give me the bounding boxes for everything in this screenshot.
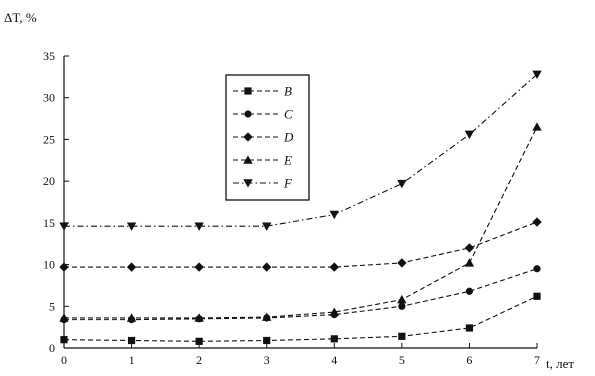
legend-entry-d: D: [233, 130, 294, 145]
data-point-b: [263, 336, 271, 345]
data-point-e: [397, 294, 407, 304]
series-b: [60, 292, 541, 345]
y-axis-title: ΔT, %: [4, 10, 37, 25]
data-point-e: [126, 313, 137, 322]
legend-marker: [243, 155, 253, 164]
x-tick-label: 5: [399, 353, 405, 367]
legend-marker: [244, 110, 252, 118]
x-tick-label: 3: [264, 353, 270, 367]
data-point-d: [464, 243, 475, 253]
data-point-e: [329, 307, 339, 316]
data-point-d: [532, 217, 542, 227]
data-point-f: [194, 222, 204, 231]
legend-marker: [243, 132, 253, 142]
legend-label: C: [284, 107, 293, 122]
y-tick-label: 15: [43, 216, 55, 230]
series-f: [59, 70, 542, 231]
data-point-e: [532, 122, 542, 131]
data-point-f: [397, 179, 407, 189]
data-point-c: [465, 287, 474, 295]
legend-label: B: [284, 84, 292, 99]
data-point-e: [59, 313, 69, 322]
data-point-d: [329, 262, 339, 272]
series-line-d: [64, 221, 538, 268]
x-tick-label: 0: [61, 353, 67, 367]
series-line-b: [63, 295, 538, 342]
y-tick-label: 5: [49, 299, 55, 313]
y-tick-label: 0: [49, 341, 55, 355]
x-tick-label: 1: [129, 353, 135, 367]
data-point-c: [398, 302, 406, 310]
data-point-d: [59, 262, 69, 272]
x-tick-label: 2: [196, 353, 202, 367]
x-tick-label: 6: [466, 353, 472, 367]
legend-label: E: [283, 153, 292, 168]
data-point-b: [330, 335, 338, 343]
series-d: [59, 217, 542, 272]
legend-entry-e: E: [233, 153, 292, 168]
legend-entry-c: C: [233, 107, 293, 122]
data-point-b: [465, 324, 474, 332]
data-point-d: [262, 262, 272, 272]
data-point-d: [397, 258, 407, 268]
data-point-c: [533, 265, 541, 273]
data-point-b: [195, 337, 203, 345]
legend-label: D: [283, 130, 294, 145]
data-point-f: [532, 70, 542, 80]
x-tick-label: 4: [331, 353, 337, 367]
y-tick-label: 25: [43, 132, 55, 146]
series-line-e: [64, 126, 538, 319]
data-point-f: [126, 222, 137, 231]
data-point-f: [464, 130, 475, 140]
y-tick-label: 10: [43, 258, 55, 272]
y-tick-label: 20: [43, 174, 55, 188]
series-line-f: [64, 73, 538, 227]
data-point-b: [398, 332, 406, 340]
legend-label: F: [283, 176, 293, 191]
data-point-b: [533, 292, 541, 300]
legend-entry-f: F: [233, 176, 293, 191]
data-point-e: [464, 258, 475, 267]
data-point-e: [194, 313, 204, 322]
y-tick-label: 35: [43, 49, 55, 63]
data-point-b: [127, 336, 136, 345]
series-e: [59, 122, 542, 322]
x-tick-label: 7: [534, 353, 540, 367]
data-point-f: [329, 210, 339, 220]
legend-marker: [243, 179, 253, 188]
data-point-d: [126, 262, 137, 272]
series-layer: [59, 70, 542, 345]
y-tick-label: 30: [43, 91, 55, 105]
x-axis-title: t, лет: [546, 356, 574, 371]
data-point-f: [59, 222, 69, 231]
legend-marker: [244, 87, 252, 95]
series-line-c: [64, 268, 538, 321]
legend-entry-b: B: [233, 84, 292, 99]
data-point-f: [262, 222, 272, 231]
data-point-d: [194, 262, 204, 272]
data-point-e: [262, 312, 272, 321]
data-point-b: [60, 336, 68, 344]
